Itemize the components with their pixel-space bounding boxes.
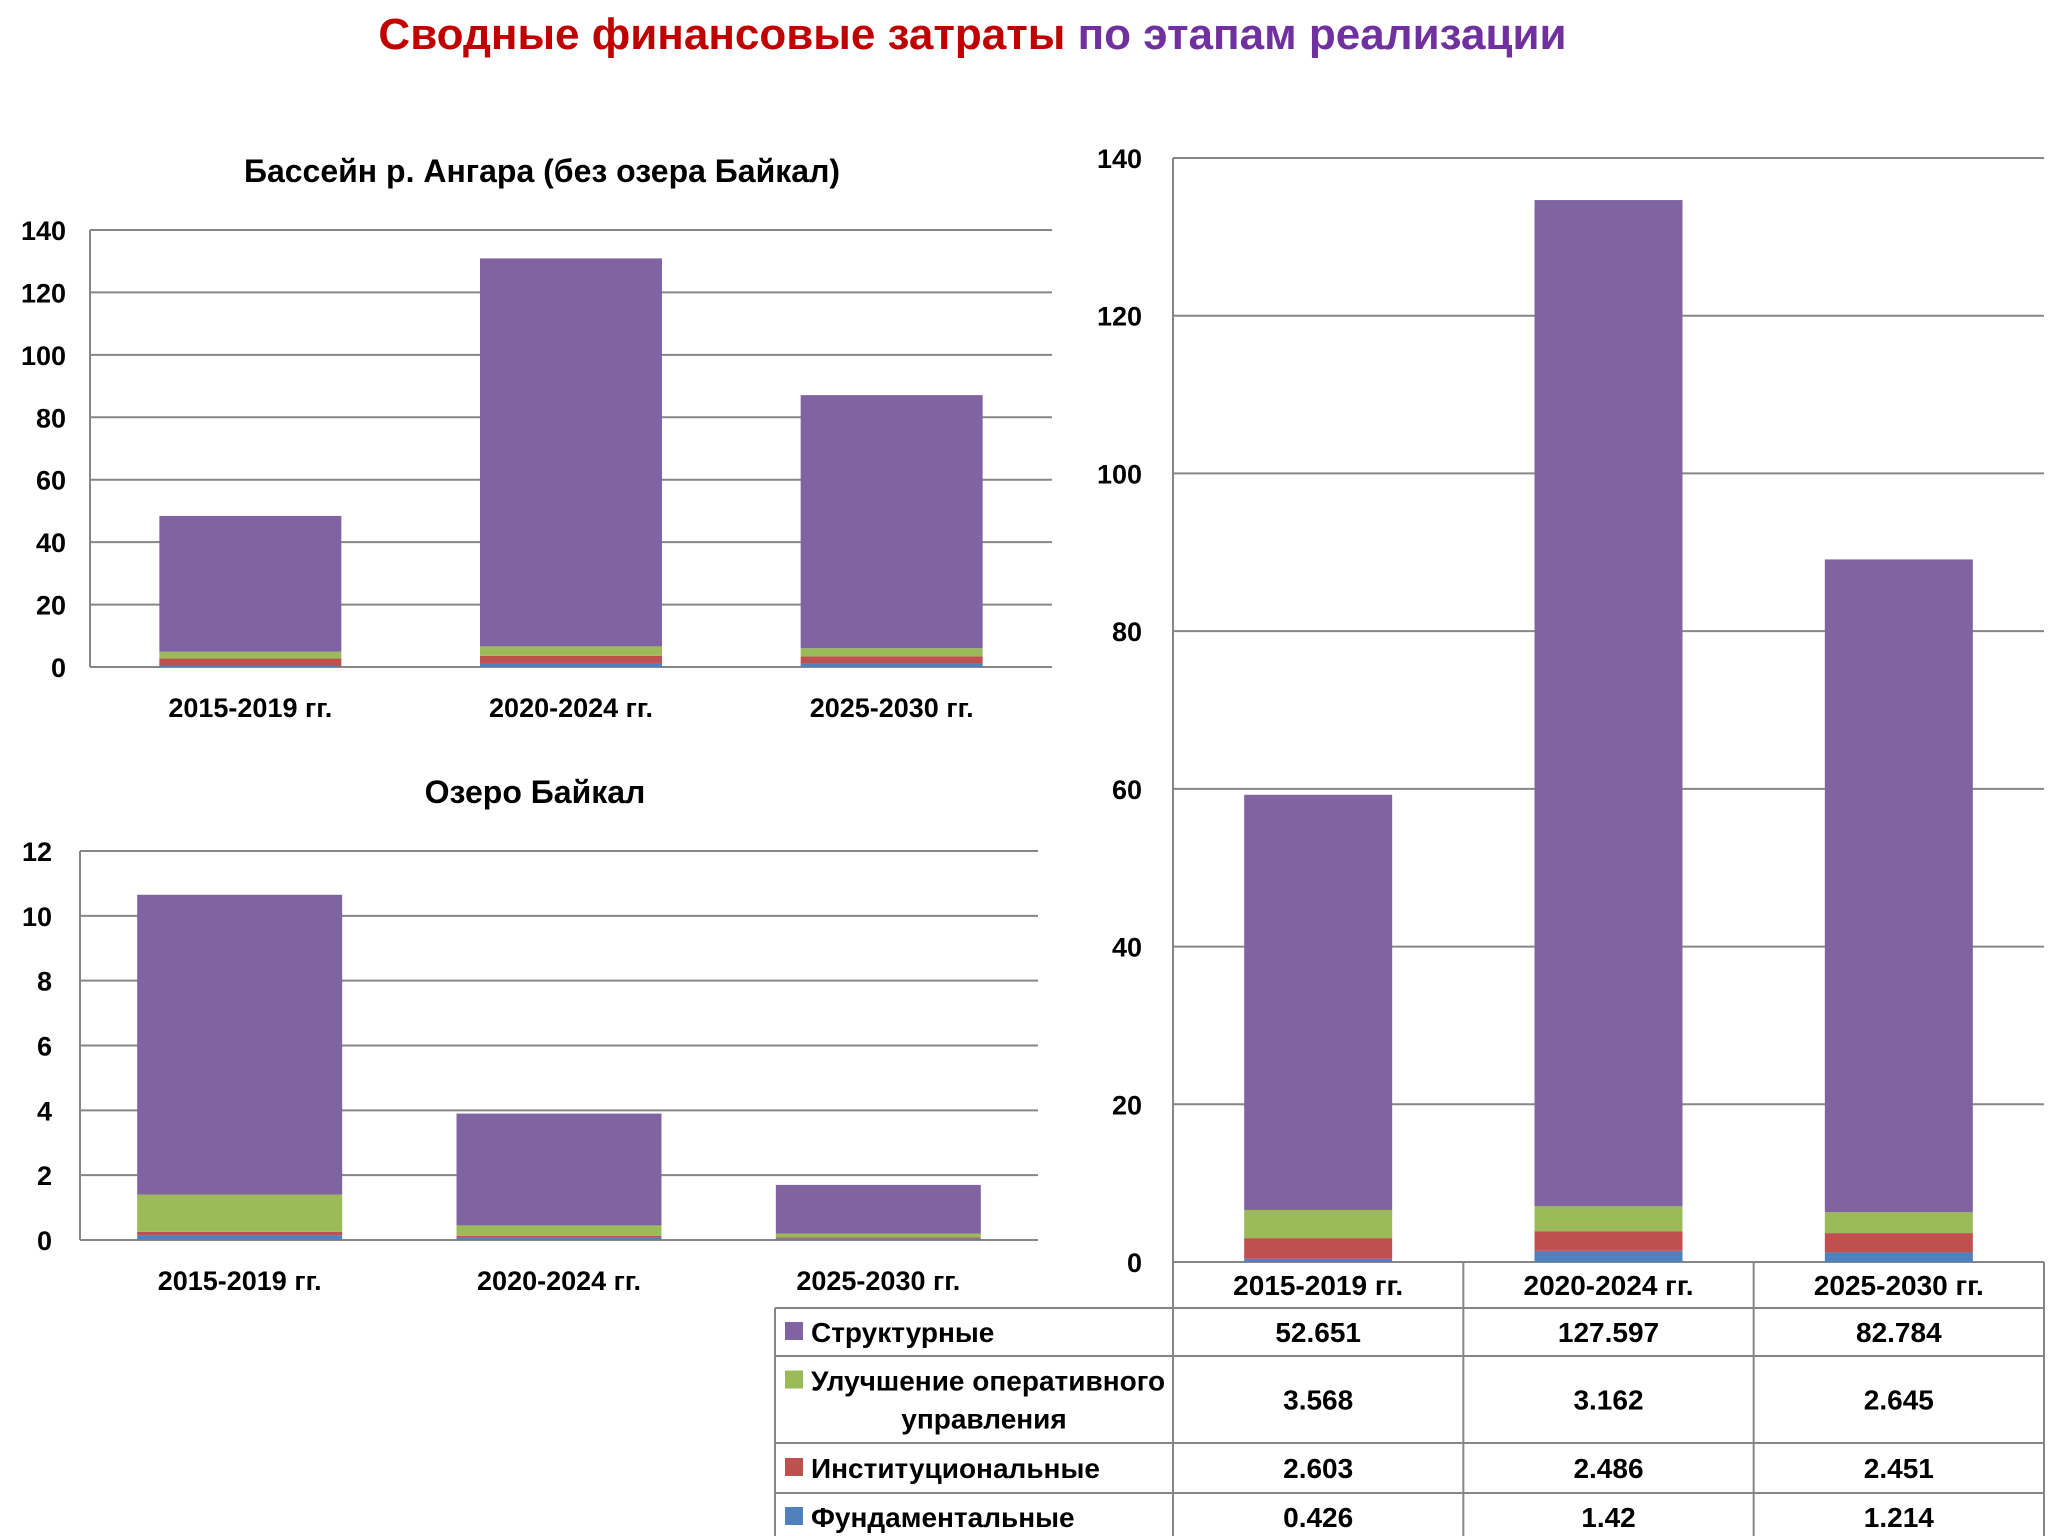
bar-structural (1244, 794, 1393, 1210)
bar-operational (1534, 1206, 1683, 1232)
bar-operational (775, 1233, 981, 1238)
x-tick-label: 2015-2019 гг. (1233, 1270, 1403, 1301)
bar-institutional (480, 655, 662, 663)
legend-label: Фундаментальные (811, 1502, 1075, 1533)
legend-label: Улучшение оперативного (811, 1366, 1165, 1397)
bar-fundamental (480, 662, 662, 667)
legend-label: Структурные (811, 1317, 994, 1348)
x-tick-label: 2025-2030 гг. (796, 1266, 960, 1296)
bar-fundamental (800, 663, 983, 667)
y-tick-label: 6 (37, 1032, 52, 1062)
chart-angara: Бассейн р. Ангара (без озера Байкал) 0 20 4… (21, 153, 1052, 723)
table-cell: 1.214 (1864, 1502, 1934, 1533)
bar-structural (137, 894, 343, 1195)
bar-structural (480, 258, 662, 647)
bar-structural (159, 515, 342, 652)
y-tick-label: 10 (22, 902, 52, 932)
bar-fundamental (775, 1238, 981, 1240)
bar-institutional (159, 658, 342, 667)
y-tick-label: 120 (1097, 302, 1142, 332)
legend-key-structural (785, 1322, 803, 1340)
bar-operational (800, 648, 983, 657)
y-tick-label: 80 (36, 403, 66, 433)
main-title: Сводные финансовые затраты по этапам реа… (0, 10, 1945, 60)
y-tick-label: 40 (36, 528, 66, 558)
table-cell: 127.597 (1558, 1317, 1659, 1348)
table-cell: 2.486 (1573, 1453, 1643, 1484)
bar-fundamental (1244, 1258, 1393, 1262)
x-tick-label: 2025-2030 гг. (1814, 1270, 1984, 1301)
x-tick-label: 2015-2019 гг. (168, 693, 332, 723)
main-title-part2: по этапам реализации (1077, 10, 1567, 59)
legend-key-operational (785, 1370, 803, 1389)
bar-structural (1824, 559, 1973, 1213)
y-tick-label: 140 (1097, 144, 1142, 174)
bar-institutional (1244, 1238, 1393, 1259)
legend-label: Институциональные (811, 1453, 1100, 1484)
y-tick-label: 60 (1112, 775, 1142, 805)
bar-institutional (1534, 1231, 1683, 1251)
bar-structural (1534, 200, 1683, 1207)
table-cell: 2.645 (1864, 1385, 1934, 1416)
chart-total: 0 20 40 60 80 100 120 140 2015-2019 гг. 2020-2024… (774, 144, 2045, 1536)
y-tick-label: 100 (21, 341, 66, 371)
chart-baikal-title: Озеро Байкал (425, 774, 646, 810)
bar-operational (456, 1225, 662, 1236)
y-tick-label: 20 (36, 591, 66, 621)
x-tick-label: 2015-2019 гг. (158, 1266, 322, 1296)
table-cell: 1.42 (1581, 1502, 1636, 1533)
table-cell: 3.568 (1283, 1385, 1353, 1416)
y-tick-label: 0 (51, 653, 66, 683)
y-tick-label: 4 (37, 1096, 52, 1126)
y-tick-label: 20 (1112, 1090, 1142, 1120)
y-tick-label: 120 (21, 278, 66, 308)
bar-fundamental (1824, 1252, 1973, 1262)
y-tick-label: 0 (37, 1226, 52, 1256)
bar-institutional (456, 1235, 662, 1238)
table-cell: 52.651 (1275, 1317, 1361, 1348)
y-tick-label: 2 (37, 1161, 52, 1191)
table-cell: 3.162 (1573, 1385, 1643, 1416)
y-tick-label: 40 (1112, 933, 1142, 963)
table-cell: 82.784 (1856, 1317, 1942, 1348)
bar-operational (159, 651, 342, 659)
legend-key-institutional (785, 1458, 803, 1476)
bar-operational (137, 1194, 343, 1232)
legend-label: управления (901, 1404, 1066, 1435)
y-tick-label: 0 (1127, 1248, 1142, 1278)
x-tick-label: 2020-2024 гг. (477, 1266, 641, 1296)
x-tick-label: 2025-2030 гг. (810, 693, 974, 723)
bar-fundamental (159, 666, 342, 667)
bar-operational (1824, 1212, 1973, 1234)
x-tick-label: 2020-2024 гг. (489, 693, 653, 723)
table-cell: 2.451 (1864, 1453, 1934, 1484)
bar-institutional (137, 1231, 343, 1236)
bar-fundamental (456, 1237, 662, 1240)
bar-operational (1244, 1209, 1393, 1239)
table-cell: 0.426 (1283, 1502, 1353, 1533)
bar-fundamental (1534, 1250, 1683, 1262)
data-table: 2015-2019 гг. 2020-2024 гг. 2025-2030 гг. С… (774, 1262, 2045, 1536)
chart-angara-title: Бассейн р. Ангара (без озера Байкал) (244, 153, 840, 189)
bar-structural (775, 1184, 981, 1234)
legend-key-fundamental (785, 1507, 803, 1525)
x-tick-label: 2020-2024 гг. (1524, 1270, 1694, 1301)
bar-structural (800, 395, 983, 649)
y-tick-label: 140 (21, 216, 66, 246)
y-tick-label: 8 (37, 967, 52, 997)
y-tick-label: 80 (1112, 617, 1142, 647)
table-cell: 2.603 (1283, 1453, 1353, 1484)
bar-institutional (775, 1237, 981, 1239)
bar-operational (480, 646, 662, 656)
main-title-part1: Сводные финансовые затраты (378, 10, 1066, 59)
y-tick-label: 60 (36, 466, 66, 496)
y-tick-label: 100 (1097, 459, 1142, 489)
chart-baikal: Озеро Байкал 0 2 4 6 8 10 12 2015-2019 гг. 2020-2… (22, 774, 1038, 1296)
y-tick-label: 12 (22, 837, 52, 867)
bar-fundamental (137, 1235, 343, 1240)
bar-structural (456, 1113, 662, 1226)
bar-institutional (800, 656, 983, 664)
bar-institutional (1824, 1233, 1973, 1253)
